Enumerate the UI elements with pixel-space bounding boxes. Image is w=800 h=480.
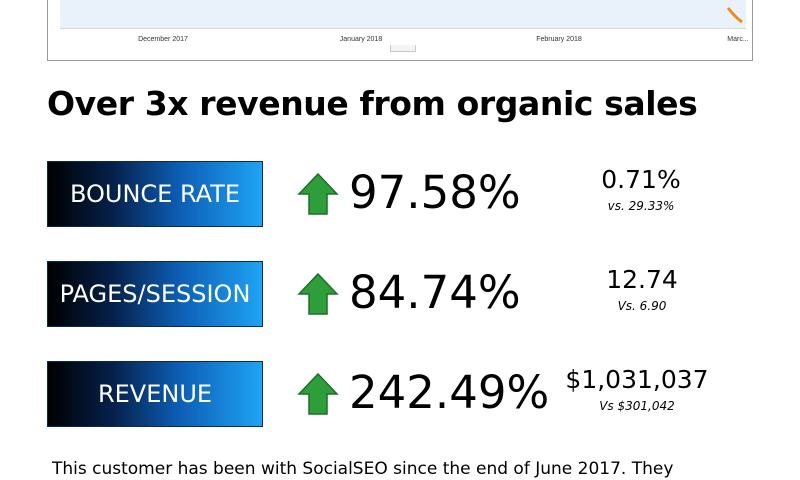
chart-scroll-handle[interactable] bbox=[390, 45, 416, 52]
metric-label: PAGES/SESSION bbox=[47, 261, 263, 327]
metric-compare: vs. 29.33% bbox=[607, 199, 675, 213]
metric-row-pages-session: PAGES/SESSION 84.74% 12.74 Vs. 6.90 bbox=[0, 261, 800, 327]
metric-change: 97.58% bbox=[349, 166, 521, 219]
metric-label: REVENUE bbox=[47, 361, 263, 427]
metric-label: BOUNCE RATE bbox=[47, 161, 263, 227]
x-tick-label: December 2017 bbox=[138, 36, 188, 43]
revenue-line-segment bbox=[726, 7, 743, 24]
green-up-arrow-icon bbox=[297, 172, 339, 215]
chart-x-axis: December 2017 January 2018 February 2018… bbox=[48, 36, 752, 48]
metric-value: 0.71% bbox=[601, 165, 681, 194]
footer-paragraph: This customer has been with SocialSEO si… bbox=[52, 459, 674, 479]
metric-change: 84.74% bbox=[349, 266, 521, 319]
x-tick-label: January 2018 bbox=[339, 36, 383, 43]
metric-change: 242.49% bbox=[349, 366, 550, 419]
metric-row-bounce-rate: BOUNCE RATE 97.58% 0.71% vs. 29.33% bbox=[0, 161, 800, 227]
metric-row-revenue: REVENUE 242.49% $1,031,037 Vs $301,042 bbox=[0, 361, 800, 427]
green-up-arrow-icon bbox=[297, 272, 339, 315]
x-tick-label: Marc... bbox=[727, 36, 749, 43]
green-up-arrow-icon bbox=[297, 372, 339, 415]
chart-plot-area bbox=[60, 0, 746, 29]
metric-value: $1,031,037 bbox=[565, 365, 709, 394]
metric-compare: Vs $301,042 bbox=[599, 399, 675, 413]
headline: Over 3x revenue from organic sales bbox=[47, 84, 698, 123]
metric-value: 12.74 bbox=[606, 265, 678, 294]
metric-compare: Vs. 6.90 bbox=[617, 299, 667, 313]
analytics-chart: December 2017 January 2018 February 2018… bbox=[47, 0, 753, 61]
chart-series-line bbox=[726, 7, 743, 24]
x-tick-label: February 2018 bbox=[536, 36, 582, 43]
